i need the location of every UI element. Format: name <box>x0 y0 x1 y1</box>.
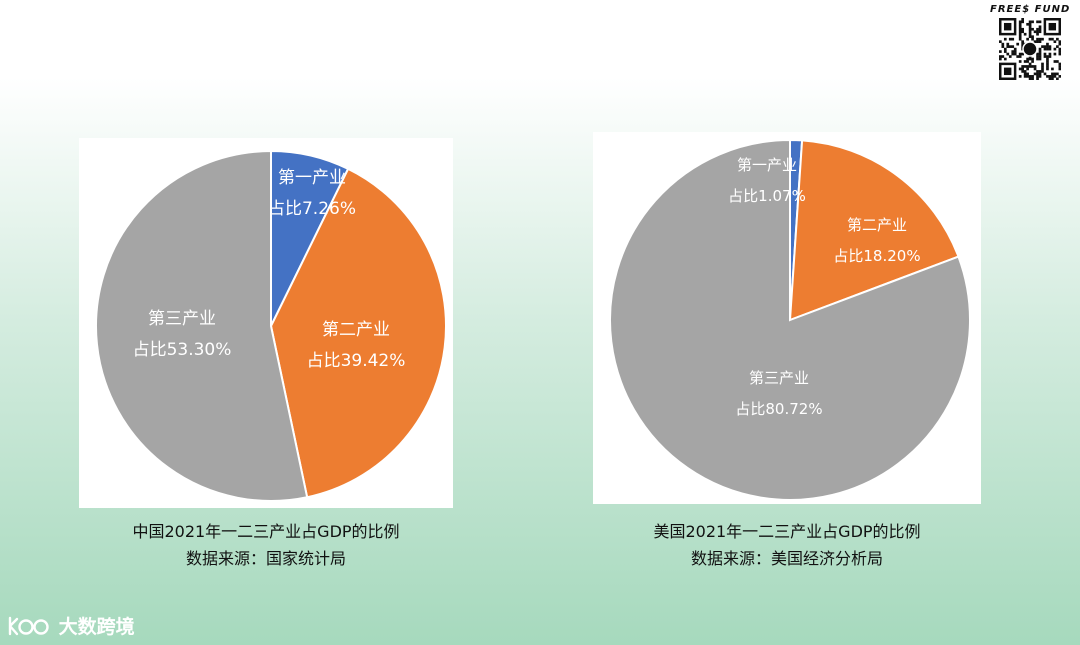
us-pie-slice-1-name-label: 第一产业 <box>737 156 797 174</box>
us-pie-slice-3-name-label: 第三产业 <box>749 369 809 387</box>
qr-code-icon <box>999 18 1061 80</box>
us-pie-slice-3 <box>609 138 971 501</box>
us-pie-slice-2-value-label: 占比18.20% <box>833 247 920 265</box>
watermark-text: 大数跨境 <box>58 616 135 638</box>
us-pie-slice-1-value-label: 占比1.07% <box>728 187 806 205</box>
china-pie-slice-3-name-label: 第三产业 <box>148 309 216 329</box>
china-pie-slice-2-name-label: 第二产业 <box>322 320 390 340</box>
china-chart-source: 数据来源：国家统计局 <box>185 549 346 568</box>
us-chart-caption: 美国2021年一二三产业占GDP的比例 数据来源：美国经济分析局 <box>578 518 996 572</box>
china-pie-slice-1-value-label: 占比7.26% <box>268 199 356 219</box>
china-pie-slice-3 <box>95 149 309 502</box>
brand-name: FREE$ FUND <box>990 4 1071 15</box>
china-chart-title: 中国2021年一二三产业占GDP的比例 <box>132 522 400 541</box>
china-chart-caption: 中国2021年一二三产业占GDP的比例 数据来源：国家统计局 <box>60 518 472 572</box>
us-chart-panel: 第一产业占比1.07% 第二产业占比18.20% 第三产业占比80.72% <box>593 132 981 504</box>
china-chart-panel: 第一产业占比7.26% 第二产业占比39.42% 第三产业占比53.30% <box>79 138 453 508</box>
brand-logo: FREE$ FUND <box>990 4 1070 80</box>
china-pie-slice-1-name-label: 第一产业 <box>278 168 346 188</box>
us-pie-slice-3-value-label: 占比80.72% <box>735 400 822 418</box>
watermark-logo-icon <box>8 616 49 635</box>
us-pie-slice-2 <box>788 139 960 322</box>
watermark: 大数跨境 <box>6 612 135 639</box>
china-pie-slice-2 <box>269 167 447 499</box>
china-pie-slice-2-value-label: 占比39.42% <box>307 351 406 371</box>
china-pie-slice-3-value-label: 占比53.30% <box>133 340 232 360</box>
us-pie-slice-2-name-label: 第二产业 <box>847 216 907 234</box>
us-chart-source: 数据来源：美国经济分析局 <box>690 549 883 568</box>
us-chart-title: 美国2021年一二三产业占GDP的比例 <box>653 522 921 541</box>
